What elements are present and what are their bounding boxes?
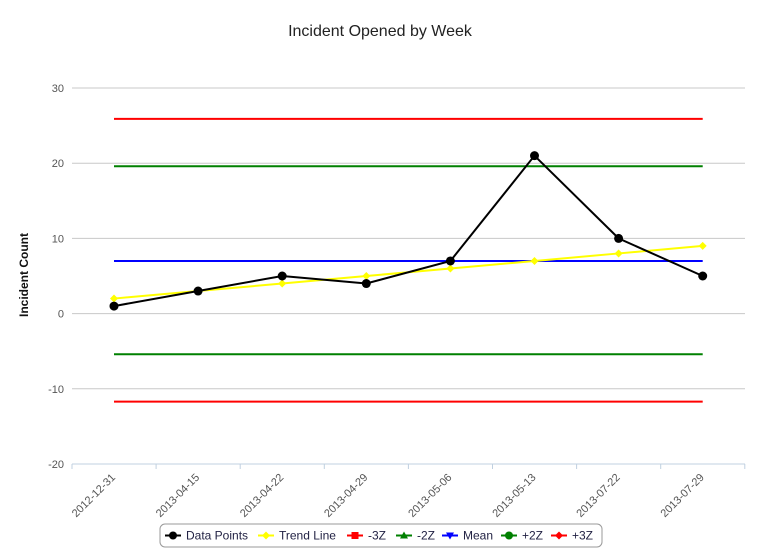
chart-title: Incident Opened by Week (288, 23, 473, 40)
legend-marker (505, 531, 513, 540)
legend-marker (262, 531, 270, 540)
data-point[interactable] (109, 301, 119, 311)
legend-item-trend-line[interactable]: Trend Line (258, 529, 336, 543)
y-tick-label: 10 (52, 233, 64, 245)
data-point[interactable] (614, 233, 624, 243)
trend-point[interactable] (446, 264, 455, 273)
data-point[interactable] (193, 286, 203, 296)
legend-item-mean[interactable]: Mean (442, 529, 493, 543)
trend-point[interactable] (698, 241, 707, 250)
legend-label: Data Points (186, 529, 248, 543)
legend-marker (400, 531, 408, 539)
legend-label: +3Z (572, 529, 593, 543)
y-tick-label: 20 (52, 158, 64, 170)
y-axis-label: Incident Count (17, 233, 31, 317)
legend-label: -3Z (368, 529, 386, 543)
x-tick-label: 2012-12-31 (70, 472, 118, 520)
legend-item--2z[interactable]: +2Z (501, 529, 543, 543)
trend-point[interactable] (614, 249, 623, 258)
legend-item-data-points[interactable]: Data Points (165, 529, 248, 543)
y-tick-label: 30 (52, 83, 64, 95)
legend-item--3z[interactable]: -3Z (347, 529, 386, 543)
data-point[interactable] (698, 271, 708, 281)
legend-box (159, 523, 603, 548)
legend-label: Mean (463, 529, 493, 543)
trend-point[interactable] (110, 294, 118, 303)
trend-point[interactable] (278, 279, 287, 288)
legend-item--3z[interactable]: +3Z (551, 529, 593, 543)
x-tick-label: 2013-05-13 (490, 472, 538, 520)
y-tick-label: -10 (48, 384, 64, 396)
series-data-points (109, 151, 708, 311)
legend-label: +2Z (522, 529, 543, 543)
legend-marker (351, 532, 359, 539)
legend[interactable]: Data Points Trend Line -3Z -2Z Mean +2Z +3Z (159, 523, 603, 548)
data-point[interactable] (361, 279, 371, 289)
legend-marker (446, 532, 454, 540)
x-tick-label: 2013-04-22 (238, 472, 286, 520)
legend-item--2z[interactable]: -2Z (396, 529, 435, 543)
x-tick-label: 2013-07-29 (659, 472, 707, 520)
data-point[interactable] (445, 256, 455, 266)
legend-label: -2Z (417, 529, 435, 543)
series-group (109, 117, 708, 403)
series-line (113, 154, 704, 308)
data-point[interactable] (277, 271, 287, 281)
x-tick-label: 2013-07-22 (574, 472, 622, 520)
trend-point[interactable] (530, 256, 539, 265)
x-tick-label: 2013-04-15 (154, 472, 202, 520)
trend-point[interactable] (362, 272, 371, 280)
gridlines (72, 87, 745, 390)
y-tick-label: 0 (58, 309, 64, 321)
x-axis: 2012-12-31 2013-04-15 2013-04-22 2013-04-29… (70, 463, 746, 520)
x-tick-label: 2013-04-29 (322, 472, 370, 520)
legend-marker (555, 531, 563, 540)
data-point[interactable] (530, 151, 539, 161)
y-axis-ticks: 30 20 10 0 -10 -20 (48, 83, 64, 471)
legend-label: Trend Line (279, 529, 336, 543)
y-tick-label: -20 (48, 459, 64, 471)
legend-marker (169, 531, 177, 540)
x-tick-label: 2013-05-06 (406, 472, 454, 520)
